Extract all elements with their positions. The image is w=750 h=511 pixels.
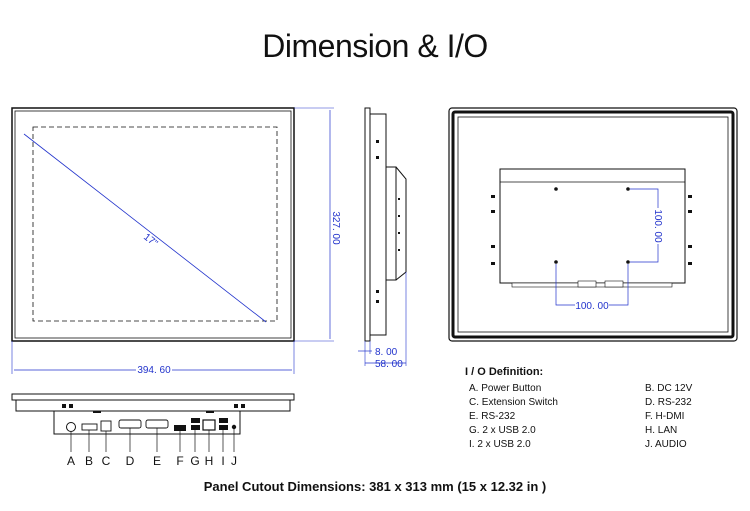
port-letter-h: H (205, 454, 214, 468)
port-letter-f: F (176, 454, 183, 468)
io-row: C. Extension Switch D. RS-232 (465, 396, 735, 410)
side-view: 8. 00 58. 00 (358, 107, 407, 370)
port-letter-e: E (153, 454, 161, 468)
io-row: G. 2 x USB 2.0 H. LAN (465, 424, 735, 438)
bottom-view: A B C D E F G H I J (11, 393, 295, 468)
io-item: G. 2 x USB 2.0 (469, 425, 536, 436)
vesa-horizontal-label: 100. 00 (575, 301, 609, 312)
io-item: E. RS-232 (469, 411, 516, 422)
extension-switch-icon (100, 420, 112, 432)
port-letter-g: G (190, 454, 199, 468)
front-bezel-outer (11, 107, 295, 342)
port-letter-a: A (67, 454, 75, 468)
rs232-d-icon (118, 419, 142, 429)
port-letter-d: D (126, 454, 135, 468)
io-row: E. RS-232 F. H-DMI (465, 410, 735, 424)
audio-icon (231, 424, 237, 430)
port-letter-c: C (102, 454, 111, 468)
io-row: A. Power Button B. DC 12V (465, 382, 735, 396)
io-definition-heading: I / O Definition: (465, 366, 544, 378)
diagonal-label: 17" (141, 232, 160, 250)
depth-label-2: 58. 00 (375, 359, 403, 370)
io-item: I. 2 x USB 2.0 (469, 439, 531, 450)
io-item: F. H-DMI (645, 411, 685, 422)
io-definition: I / O Definition: A. Power Button B. DC … (465, 366, 735, 452)
rear-view: 100. 00 100. 00 (448, 107, 738, 342)
usb-i-icon (219, 418, 228, 423)
hdmi-icon (174, 425, 186, 431)
power-button-icon (66, 422, 76, 432)
lan-icon (202, 419, 216, 431)
front-view: 17" 327. 00 394. 60 (11, 107, 341, 376)
active-area (32, 126, 278, 322)
depth-label-1: 8. 00 (375, 347, 398, 358)
io-item: J. AUDIO (645, 439, 687, 450)
dc-jack-icon (81, 423, 98, 431)
diagonal-line (23, 133, 267, 323)
io-item: C. Extension Switch (469, 397, 558, 408)
vesa-vertical-label: 100. 00 (652, 209, 663, 243)
port-letter-j: J (231, 454, 237, 468)
usb-g-icon (191, 418, 200, 423)
io-row: I. 2 x USB 2.0 J. AUDIO (465, 438, 735, 452)
panel-cutout-dimensions: Panel Cutout Dimensions: 381 x 313 mm (1… (203, 479, 547, 494)
page-title: Dimension & I/O (262, 28, 488, 64)
front-bezel-inner (14, 110, 292, 339)
height-label: 327. 00 (330, 211, 341, 245)
port-letter-b: B (85, 454, 93, 468)
io-item: D. RS-232 (645, 397, 692, 408)
io-item: A. Power Button (469, 383, 542, 394)
io-item: H. LAN (645, 425, 678, 436)
io-item: B. DC 12V (645, 383, 693, 394)
port-letter-i: I (221, 454, 224, 468)
width-label: 394. 60 (137, 365, 171, 376)
rs232-e-icon (145, 419, 169, 429)
